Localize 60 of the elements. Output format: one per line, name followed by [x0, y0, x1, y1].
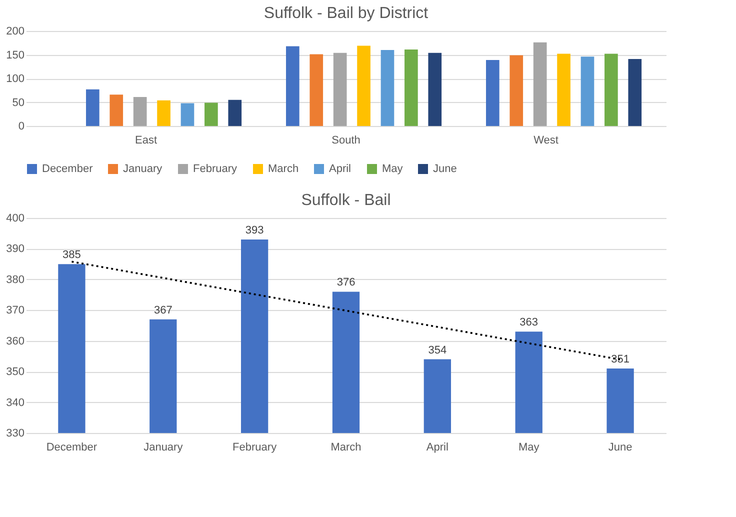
legend-label: January [123, 163, 163, 175]
bar [580, 56, 594, 126]
bar [533, 42, 547, 126]
data-label: 354 [428, 344, 447, 356]
x-tick-label: East [134, 134, 158, 146]
y-tick-label: 380 [6, 274, 24, 286]
bar [204, 102, 218, 126]
legend-label: May [382, 163, 404, 175]
y-tick-label: 350 [6, 366, 24, 378]
legend-label: February [193, 163, 238, 175]
bar [557, 54, 570, 126]
y-tick-label: 50 [12, 96, 24, 109]
bar [428, 52, 442, 126]
bar [180, 103, 194, 126]
bar [357, 46, 370, 126]
data-label: 393 [245, 224, 264, 236]
bar [133, 97, 147, 126]
bar [157, 100, 170, 126]
y-tick-label: 360 [6, 335, 24, 348]
y-tick-label: 0 [18, 120, 24, 132]
legend-label: April [329, 163, 352, 175]
bar [286, 46, 300, 126]
chart-title: Suffolk - Bail by District [264, 5, 429, 22]
bar [228, 100, 242, 126]
data-label: 376 [336, 276, 356, 289]
legend-label: March [268, 163, 299, 175]
x-tick-label: West [534, 134, 558, 146]
data-label: 367 [154, 304, 172, 316]
x-tick-label: South [332, 134, 360, 146]
bar [333, 52, 347, 126]
bar [110, 94, 124, 126]
bar [380, 50, 394, 126]
x-tick-label: June [608, 442, 632, 454]
x-tick-label: December [46, 442, 98, 454]
data-label: 385 [62, 249, 81, 262]
chart-title: Suffolk - Bail [301, 192, 391, 209]
x-tick-label: February [232, 442, 278, 454]
legend-label: June [433, 163, 457, 175]
y-tick-label: 330 [6, 428, 24, 440]
y-tick-label: 200 [6, 26, 24, 38]
y-tick-label: 400 [6, 212, 24, 224]
bar [86, 89, 100, 126]
legend-label: December [42, 163, 94, 175]
bar [604, 54, 618, 126]
data-label: 363 [520, 316, 538, 329]
x-tick-label: March [330, 442, 362, 454]
x-tick-label: January [144, 442, 184, 454]
bar [628, 59, 642, 126]
bar [310, 54, 324, 126]
y-tick-label: 100 [6, 73, 24, 85]
bar [404, 50, 418, 126]
data-label: 351 [611, 354, 630, 366]
bar [486, 60, 500, 126]
x-tick-label: April [426, 442, 448, 454]
bar [510, 55, 524, 126]
y-tick-label: 390 [6, 243, 24, 256]
y-tick-label: 340 [6, 396, 24, 409]
y-tick-label: 370 [6, 304, 24, 317]
y-tick-label: 150 [6, 49, 24, 62]
x-tick-label: May [518, 442, 540, 454]
